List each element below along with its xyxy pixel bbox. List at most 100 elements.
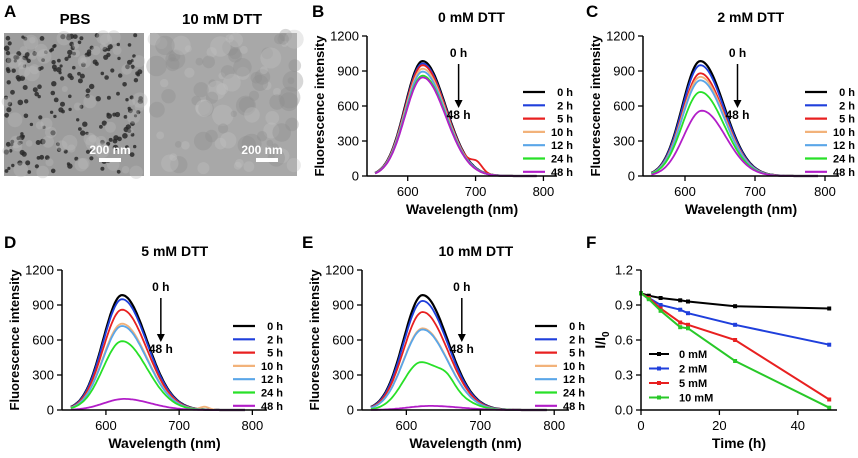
y-tick-label: 1200 [25, 263, 54, 278]
nanoparticle [7, 41, 12, 46]
y-axis-label: Fluorescence intensity [307, 269, 322, 411]
background-blob [132, 92, 148, 108]
arrow-start-label: 0 h [453, 280, 470, 294]
background-blob [282, 70, 304, 92]
nanoparticle [78, 127, 82, 131]
nanoparticle [104, 75, 109, 80]
background-blob [6, 53, 22, 69]
nanoparticle [17, 99, 24, 106]
nanoparticle [122, 133, 128, 139]
nanoparticle [89, 83, 95, 90]
decay-arrow-head [156, 334, 165, 342]
nanoparticle [95, 96, 101, 102]
nanoparticle [80, 130, 86, 136]
y-tick-label: 300 [332, 368, 354, 383]
background-blob [216, 83, 229, 95]
nanoparticle [58, 107, 64, 113]
background-blob [254, 69, 271, 85]
legend-label: 12 h [551, 140, 573, 152]
nanoparticle [125, 145, 129, 150]
nanoparticle [67, 54, 72, 59]
legend-label: 2 h [557, 100, 573, 112]
nanoparticle [112, 144, 119, 151]
background-blob [181, 141, 190, 150]
y-tick-label: 900 [337, 64, 359, 79]
background-blob [169, 50, 181, 62]
background-blob [95, 135, 107, 147]
nanoparticle [21, 151, 27, 157]
background-blob [29, 51, 38, 60]
nanoparticle [53, 68, 57, 72]
background-blob [126, 110, 141, 124]
series-line-5mM [640, 292, 830, 401]
background-blob [80, 57, 87, 64]
nanoparticle [127, 43, 132, 47]
background-blob [155, 37, 168, 50]
x-tick-label: 800 [543, 418, 565, 433]
x-tick-label: 600 [397, 184, 419, 199]
legend-label: 12 h [833, 140, 855, 152]
x-axis-label: Wavelength (nm) [409, 435, 521, 451]
legend-label: 10 h [261, 361, 283, 373]
background-blob [72, 42, 80, 50]
nanoparticle [106, 141, 111, 146]
background-blob [147, 32, 161, 46]
decay-arrow-head [454, 100, 463, 108]
nanoparticle [27, 170, 32, 174]
nanoparticle [100, 71, 105, 76]
legend-label: 5 h [839, 114, 855, 126]
nanoparticle [70, 45, 76, 51]
nanoparticle [85, 149, 91, 154]
background-blob [206, 80, 226, 100]
nanoparticle [5, 50, 11, 56]
nanoparticle [72, 65, 76, 70]
arrow-start-label: 0 h [729, 46, 746, 60]
legend-label: 0 h [557, 87, 573, 99]
background-blob [278, 86, 301, 109]
legend-marker [657, 381, 661, 385]
background-blob [235, 95, 256, 116]
legend-label: 48 h [551, 167, 573, 179]
background-blob [202, 55, 215, 69]
nanoparticle [133, 114, 138, 118]
background-blob [9, 135, 23, 149]
legend-marker [657, 395, 661, 400]
background-blob [128, 98, 136, 106]
background-blob [274, 33, 285, 45]
nanoparticle [58, 71, 62, 75]
background-blob [225, 34, 234, 43]
panel-label-d: D [4, 233, 16, 252]
nanoparticle [114, 111, 121, 118]
background-blob [195, 99, 213, 117]
background-blob [285, 117, 299, 132]
nanoparticle [37, 94, 41, 99]
background-blob [121, 165, 130, 174]
background-blob [269, 94, 285, 110]
nanoparticle [34, 164, 40, 169]
nanoparticle [77, 78, 83, 84]
arrow-end-label: 48 h [149, 342, 173, 356]
background-blob [149, 101, 165, 118]
nanoparticle [100, 166, 105, 171]
background-blob [12, 141, 23, 152]
nanoparticle [106, 113, 112, 119]
y-tick-label: 0.6 [615, 333, 633, 348]
legend-label: 12 h [261, 374, 283, 386]
chart-panel-e: 10 mM DTT 0 300 600 900 1200 600 700 800 Waveleng… [307, 243, 585, 451]
nanoparticle [72, 51, 76, 56]
nanoparticle [49, 110, 54, 115]
nanoparticle [125, 64, 130, 70]
background-blob [56, 140, 68, 152]
background-blob [259, 66, 268, 75]
background-blob [241, 133, 262, 154]
background-blob [233, 58, 252, 77]
nanoparticle [3, 45, 10, 52]
background-blob [67, 144, 76, 153]
nanoparticle [20, 132, 24, 136]
x-tick-label: 600 [674, 184, 696, 199]
legend-label: 0 h [569, 321, 585, 333]
nanoparticle [16, 51, 22, 57]
data-point [658, 308, 663, 313]
nanoparticle [13, 55, 18, 60]
